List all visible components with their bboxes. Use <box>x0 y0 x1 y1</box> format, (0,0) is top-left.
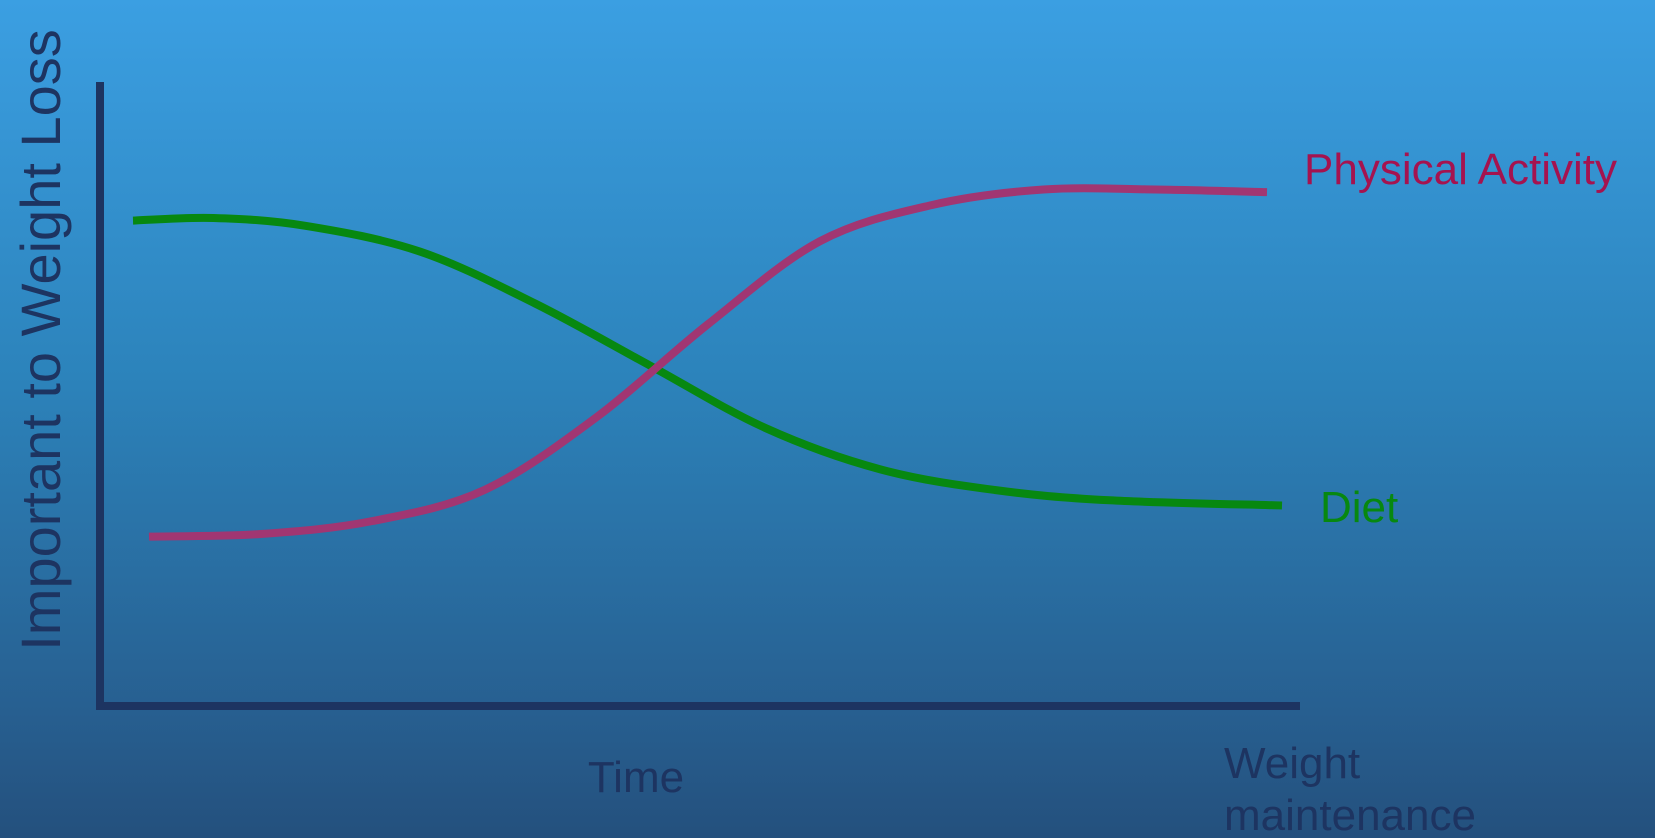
x-axis-end-label-line-1: Weight <box>1224 739 1360 788</box>
x-axis-end-label-line-2: maintenance <box>1224 791 1476 838</box>
y-axis-label: Important to Weight Loss <box>9 29 72 651</box>
series-line-physical-activity <box>148 184 1268 541</box>
series-label-physical-activity: Physical Activity <box>1304 145 1617 194</box>
series-label-diet: Diet <box>1320 483 1398 532</box>
series-line-diet <box>132 213 1283 510</box>
series-layer <box>132 184 1283 541</box>
axes <box>96 82 1300 710</box>
x-axis-label: Time <box>588 753 684 802</box>
